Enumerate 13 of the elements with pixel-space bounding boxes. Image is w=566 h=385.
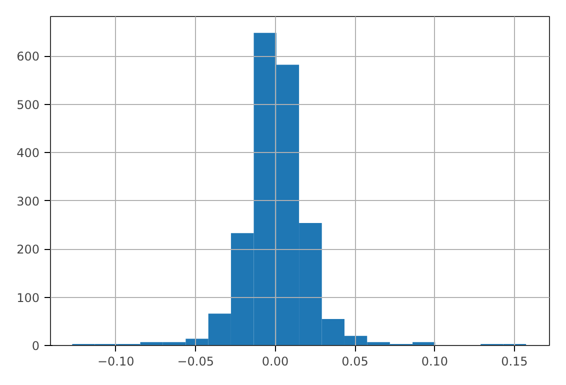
y-tick-label: 200 <box>16 242 40 257</box>
y-tick-label: 500 <box>16 98 40 112</box>
x-tick-label: −0.05 <box>177 354 214 368</box>
x-tick-label: 0.15 <box>501 354 528 368</box>
y-tick-label: 300 <box>16 194 40 208</box>
x-tick-label: 0.10 <box>421 354 448 368</box>
y-tick-label: 600 <box>16 50 40 64</box>
y-tick-label: 100 <box>16 290 40 305</box>
x-tick-label: 0.05 <box>342 354 368 368</box>
y-tick-label: 0 <box>32 339 40 353</box>
x-tick-label: −0.10 <box>97 354 134 368</box>
y-tick-label: 400 <box>16 146 40 160</box>
x-tick-label: 0.00 <box>262 354 289 368</box>
